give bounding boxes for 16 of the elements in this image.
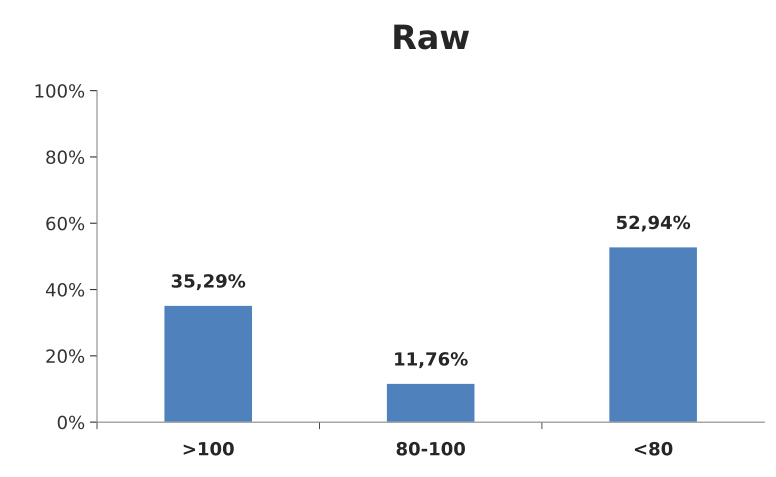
y-tick-label: 0% <box>58 416 84 430</box>
bar <box>163 304 254 422</box>
bar <box>385 382 476 422</box>
y-tick-label: 20% <box>46 349 84 363</box>
chart-title: Raw <box>394 24 469 50</box>
x-tick-label: <80 <box>634 442 672 456</box>
data-label: 35,29% <box>172 274 246 290</box>
data-label: 11,76% <box>395 352 468 368</box>
y-tick-label: 40% <box>46 283 84 297</box>
data-label: 52,94% <box>616 216 690 232</box>
y-tick-label: 60% <box>46 216 84 230</box>
y-tick-label: 100% <box>36 84 84 98</box>
x-tick-label: 80-100 <box>396 442 465 456</box>
x-tick-label: >100 <box>184 442 234 456</box>
y-tick-label: 80% <box>46 150 84 164</box>
bar <box>608 246 698 422</box>
